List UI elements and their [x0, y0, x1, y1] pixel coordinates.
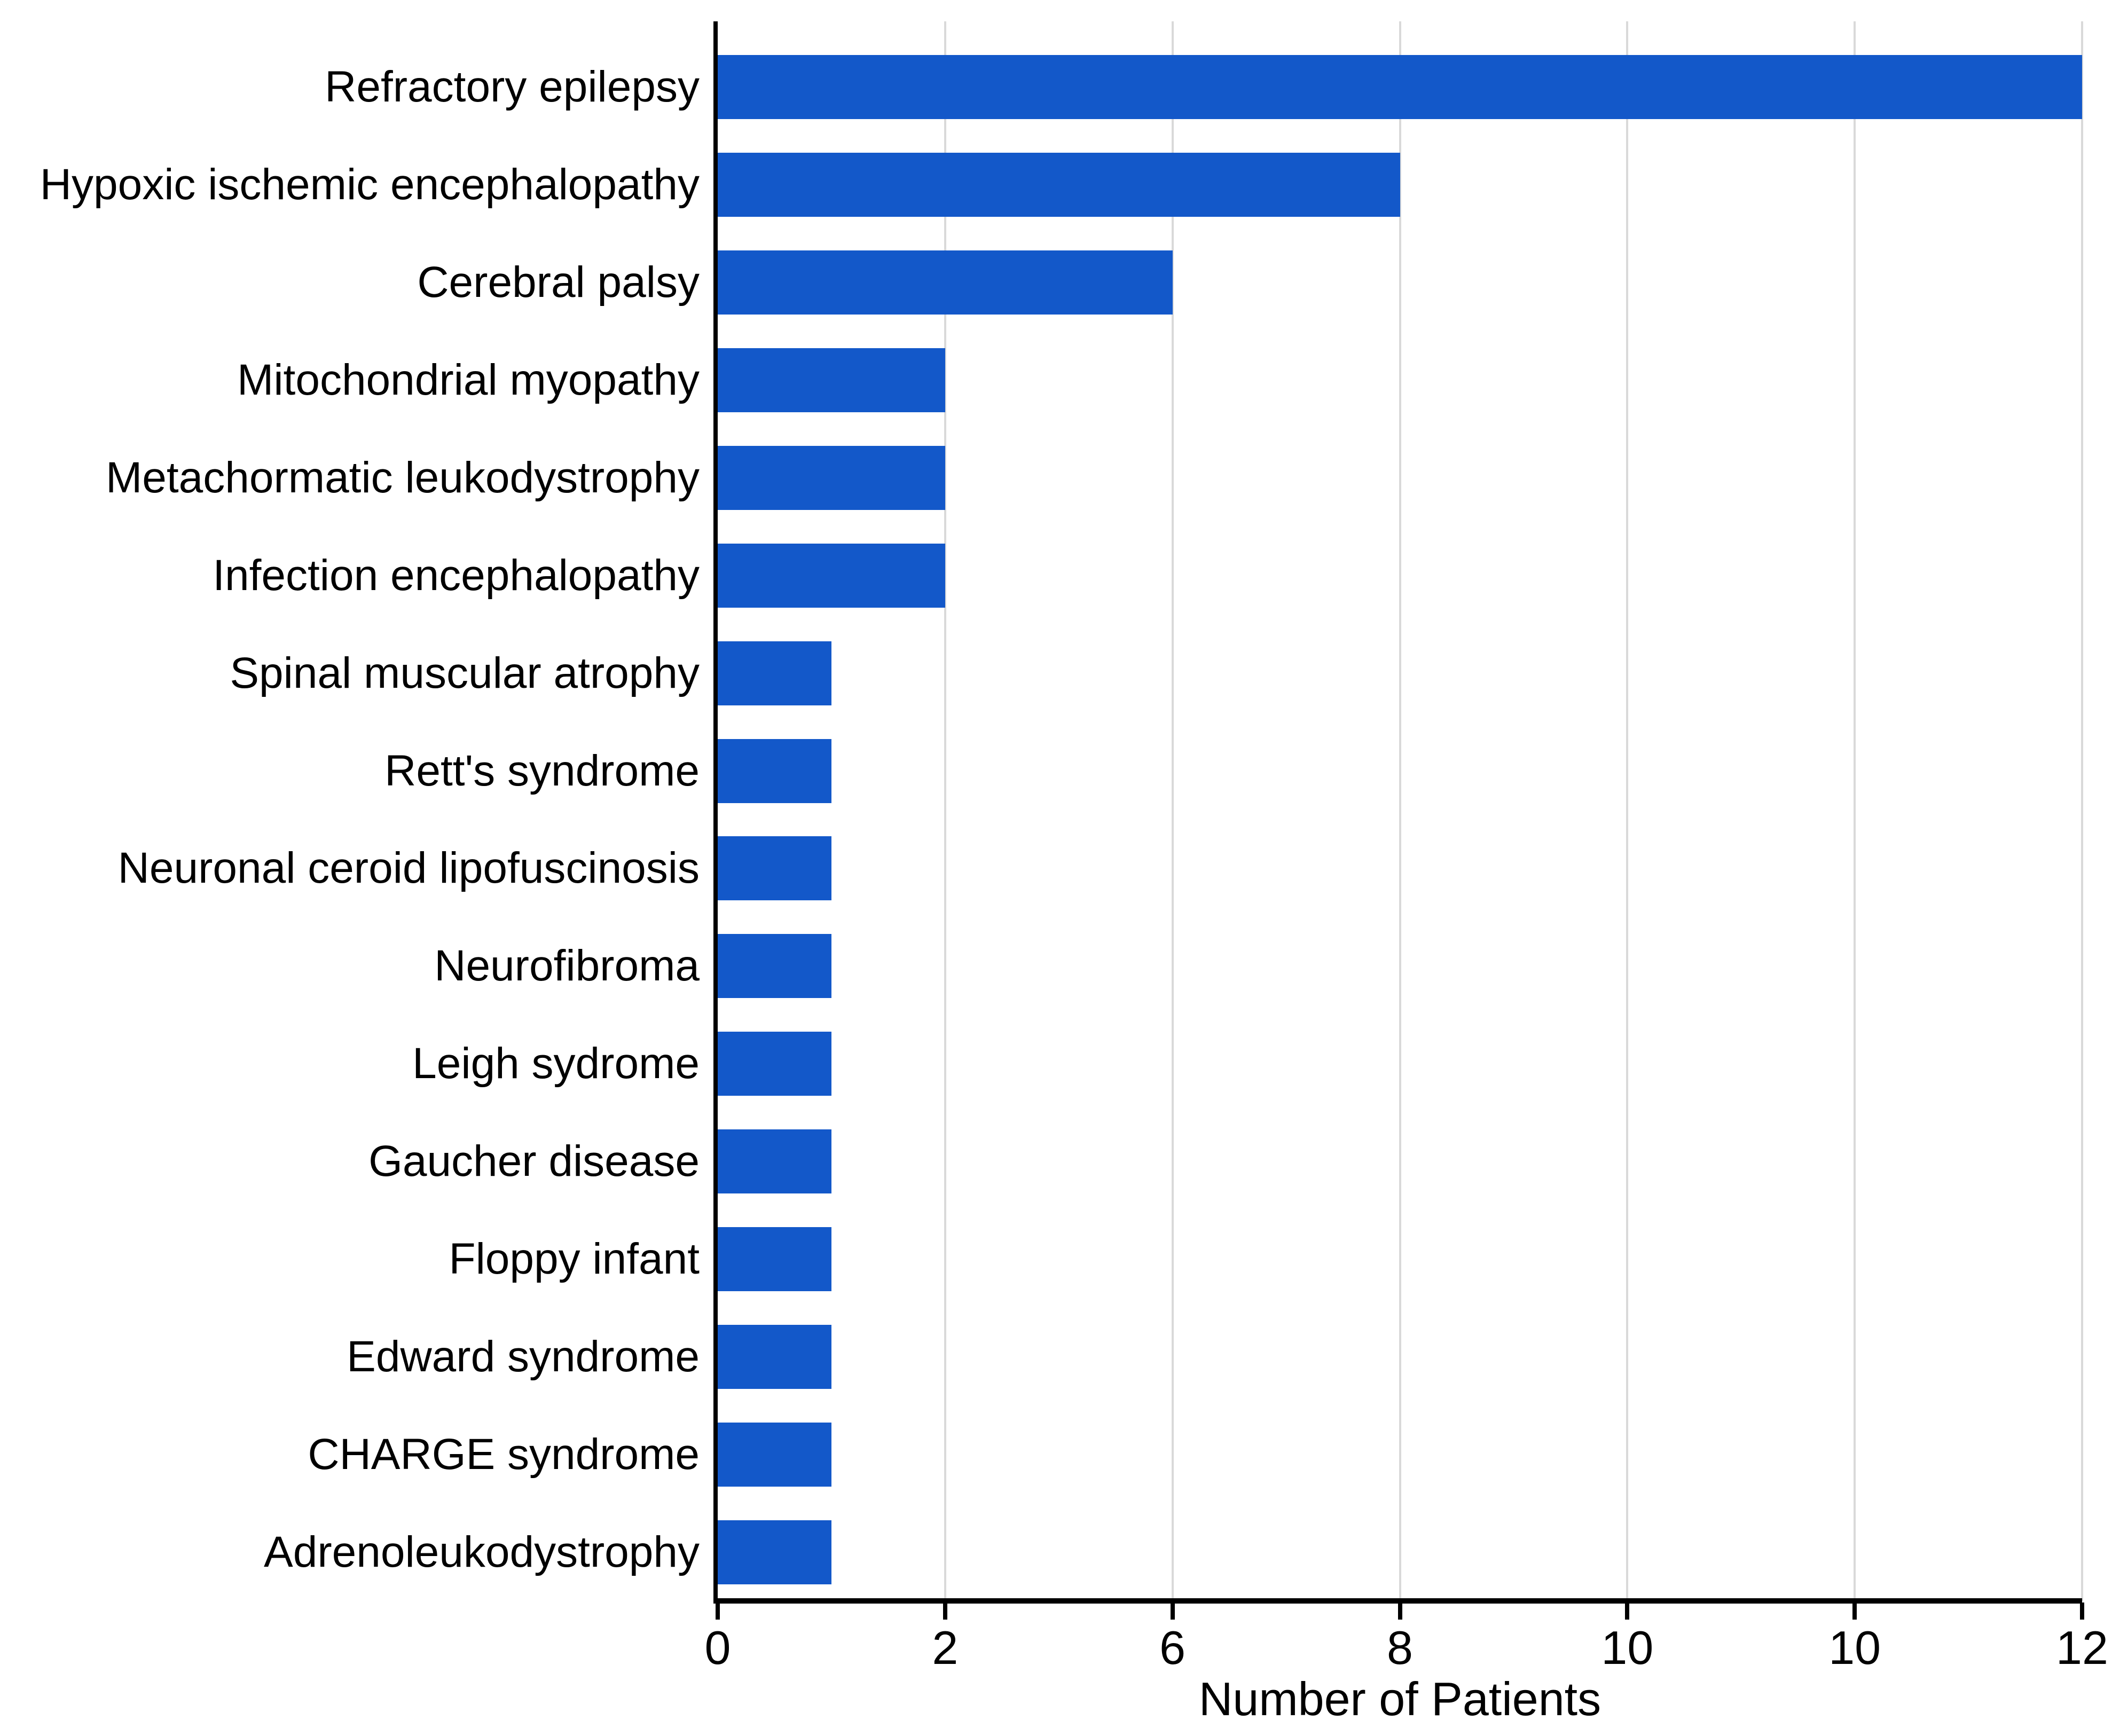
- bar-row: [718, 332, 2082, 429]
- gridline: [2081, 21, 2083, 1601]
- x-axis-line: [713, 1598, 2082, 1604]
- bar: [718, 348, 945, 413]
- bar: [718, 1520, 831, 1584]
- x-tick-label: 12: [2056, 1621, 2108, 1674]
- x-tick-mark: [943, 1603, 947, 1620]
- gridline: [1171, 21, 1174, 1601]
- x-tick-mark: [1397, 1603, 1402, 1620]
- x-tick-label: 6: [1159, 1621, 1186, 1674]
- bar: [718, 250, 1173, 315]
- bar-row: [718, 1405, 2082, 1503]
- y-axis-line: [713, 21, 718, 1604]
- bar-row: [718, 234, 2082, 332]
- bar: [718, 1227, 831, 1291]
- category-label: Gaucher disease: [368, 1137, 700, 1186]
- x-tick-label: 8: [1387, 1621, 1413, 1674]
- category-label: Hypoxic ischemic encephalopathy: [40, 160, 700, 209]
- bar-row: [718, 1113, 2082, 1211]
- category-label: Spinal muscular atrophy: [230, 648, 700, 697]
- category-label: Refractory epilepsy: [325, 62, 700, 112]
- bar: [718, 1422, 831, 1487]
- bar-row: [718, 1015, 2082, 1113]
- gridline: [1854, 21, 1856, 1601]
- category-label: Mitochondrial myopathy: [237, 356, 700, 405]
- bar: [718, 1324, 831, 1389]
- gridline: [1399, 21, 1401, 1601]
- bar: [718, 641, 831, 705]
- x-tick-mark: [1852, 1603, 1857, 1620]
- bar-row: [718, 1211, 2082, 1308]
- bar-row: [718, 136, 2082, 234]
- gridline: [944, 21, 946, 1601]
- x-axis-title: Number of Patients: [1198, 1672, 1601, 1725]
- bar-row: [718, 820, 2082, 917]
- gridline: [1626, 21, 1629, 1601]
- category-label: Rett's syndrome: [384, 746, 700, 795]
- x-tick-label: 2: [932, 1621, 959, 1674]
- category-label: Metachormatic leukodystrophy: [105, 453, 700, 502]
- bar-row: [718, 1308, 2082, 1405]
- x-tick-mark: [2080, 1603, 2084, 1620]
- bar-row: [718, 624, 2082, 722]
- category-label: Edward syndrome: [347, 1332, 700, 1381]
- x-tick-mark: [1170, 1603, 1175, 1620]
- bar: [718, 934, 831, 999]
- category-label: Infection encephalopathy: [213, 551, 700, 600]
- x-tick-mark: [716, 1603, 720, 1620]
- category-label: Leigh sydrome: [412, 1039, 700, 1088]
- category-label: Adrenoleukodystrophy: [264, 1527, 700, 1576]
- x-tick-label: 10: [1828, 1621, 1881, 1674]
- bar: [718, 739, 831, 803]
- category-label: Cerebral palsy: [417, 258, 700, 307]
- x-tick-label: 10: [1601, 1621, 1654, 1674]
- bar: [718, 836, 831, 901]
- bar-row: [718, 722, 2082, 820]
- bar: [718, 445, 945, 510]
- category-label: Neurofibroma: [434, 941, 700, 991]
- x-tick-label: 0: [704, 1621, 731, 1674]
- bar-row: [718, 38, 2082, 136]
- bar: [718, 1129, 831, 1194]
- bar: [718, 1032, 831, 1096]
- bar-row: [718, 917, 2082, 1015]
- category-label: Floppy infant: [449, 1234, 700, 1283]
- bar-row: [718, 429, 2082, 527]
- bar: [718, 55, 2082, 120]
- bar-row: [718, 1503, 2082, 1601]
- bar-row: [718, 527, 2082, 624]
- category-label: CHARGE syndrome: [308, 1429, 700, 1479]
- bar: [718, 543, 945, 608]
- x-tick-mark: [1625, 1603, 1630, 1620]
- bar: [718, 153, 1400, 217]
- category-label: Neuronal ceroid lipofuscinosis: [117, 844, 700, 893]
